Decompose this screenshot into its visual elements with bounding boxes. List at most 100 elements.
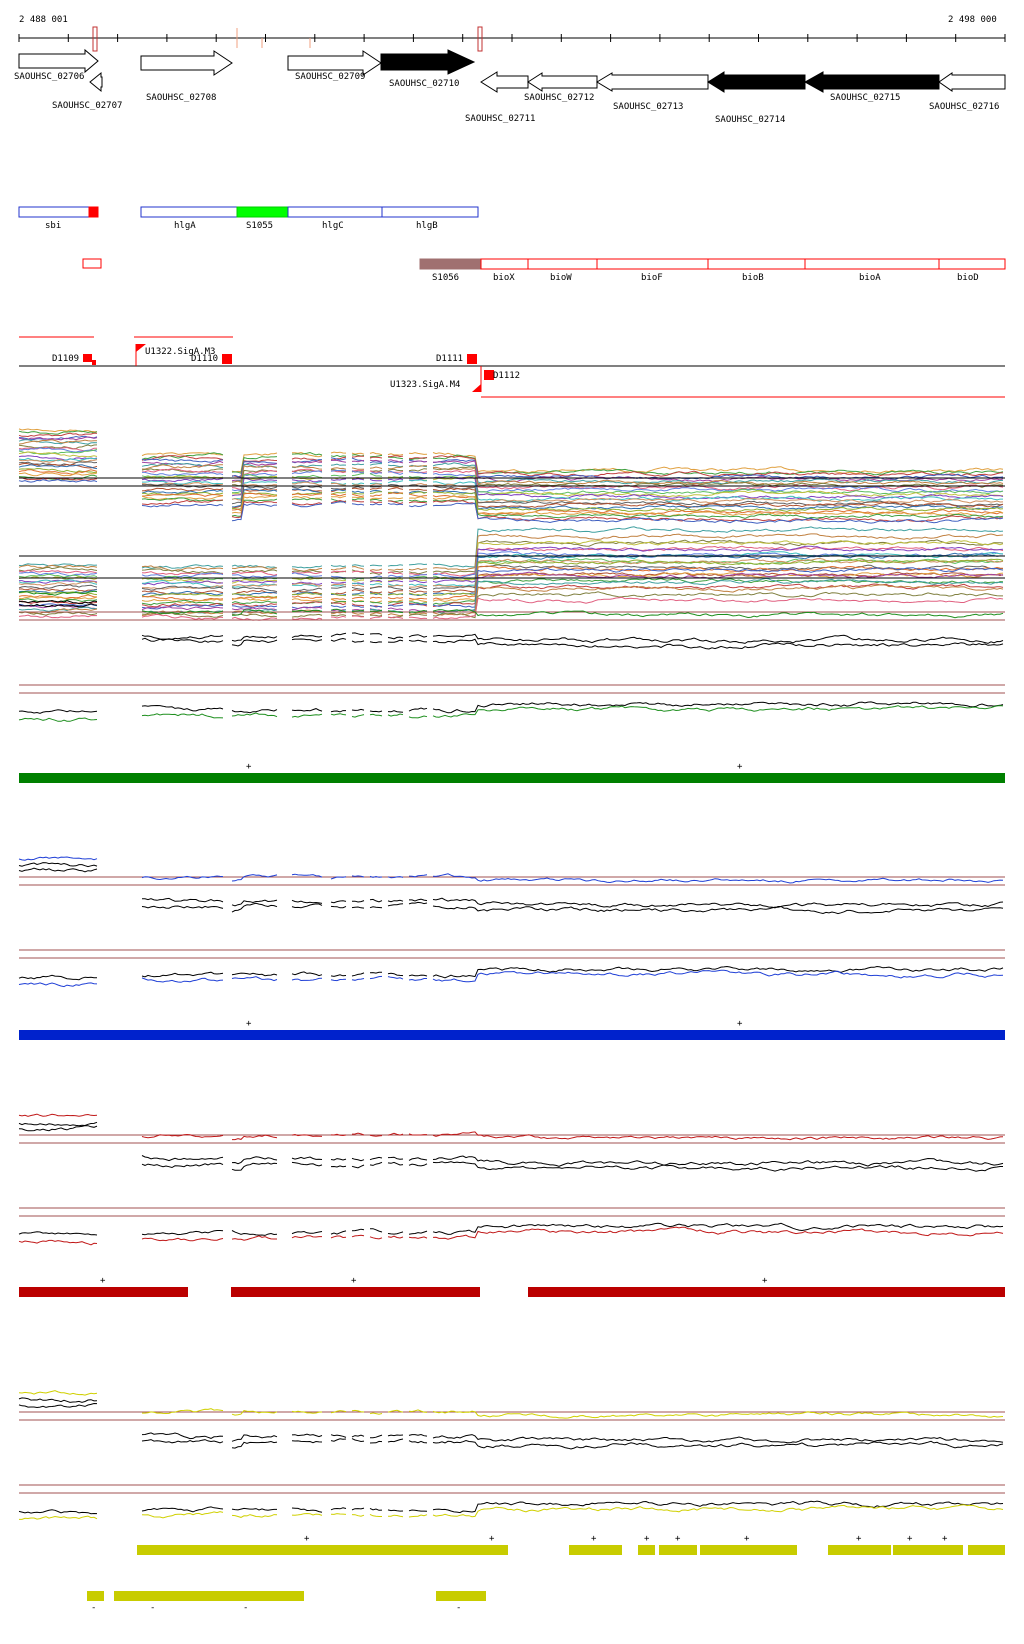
panel-yellow: + + + + + + + + + - - - - <box>18 1390 1005 1613</box>
gene-label: SAOUHSC_02710 <box>389 79 459 89</box>
annotation-box[interactable] <box>938 258 1006 270</box>
strand-segment-bar[interactable] <box>114 1591 304 1601</box>
segment-strand-label: + <box>644 1534 650 1544</box>
segment-strand-label: - <box>456 1603 461 1613</box>
segment-strand-label: + <box>762 1276 768 1286</box>
regulatory-track: D1109 U1322.SigA.M3 D1110 D1111 U1323.Si… <box>19 336 1005 398</box>
ruler-marker <box>477 26 483 52</box>
gene-arrow[interactable] <box>18 48 99 74</box>
regulatory-label: D1111 <box>436 354 463 364</box>
annotation-box[interactable] <box>140 206 238 218</box>
strand-segment-bar[interactable] <box>231 1287 480 1297</box>
panel-blue: + + <box>18 856 1005 1040</box>
gene-label: SAOUHSC_02712 <box>524 93 594 103</box>
annotation-label: S1055 <box>246 221 273 231</box>
gene-label: SAOUHSC_02713 <box>613 102 683 112</box>
segment-strand-label: + <box>489 1534 495 1544</box>
gene-arrow[interactable] <box>803 71 940 93</box>
annotation-label: S1056 <box>432 273 459 283</box>
segment-strand-label: + <box>100 1276 106 1286</box>
strand-segment-bar[interactable] <box>700 1545 797 1555</box>
strand-segment-bar[interactable] <box>436 1591 486 1601</box>
strand-segment-bar[interactable] <box>659 1545 697 1555</box>
segment-strand-label: + <box>246 1019 252 1029</box>
ruler-end-label: 2 498 000 <box>948 15 997 25</box>
gene-label: SAOUHSC_02715 <box>830 93 900 103</box>
segment-strand-label: + <box>907 1534 913 1544</box>
annotation-label: sbi <box>45 221 61 231</box>
segment-strand-label: + <box>856 1534 862 1544</box>
segment-strand-label: + <box>737 1019 743 1029</box>
strand-segment-bar[interactable] <box>19 1287 188 1297</box>
gene-track: SAOUHSC_02706 SAOUHSC_02707 SAOUHSC_0270… <box>14 48 1006 125</box>
gene-arrow[interactable] <box>287 50 382 76</box>
gene-arrow[interactable] <box>596 72 709 92</box>
strand-segment-bar[interactable] <box>528 1287 1005 1297</box>
strand-segment-bar[interactable] <box>137 1545 508 1555</box>
ruler-marker <box>92 26 98 52</box>
annotation-label: bioA <box>859 273 881 283</box>
gene-arrow[interactable] <box>140 50 233 76</box>
coordinate-ruler: 2 488 001 2 498 000 <box>18 15 1006 52</box>
gene-arrow[interactable] <box>707 71 806 93</box>
annotation-track-plus: sbi hlgA S1055 hlgC hlgB <box>18 206 479 231</box>
strand-segment-bar[interactable] <box>828 1545 891 1555</box>
annotation-box[interactable] <box>287 206 383 218</box>
annotation-label: hlgB <box>416 221 438 231</box>
segment-strand-label: + <box>744 1534 750 1544</box>
segment-strand-label: + <box>942 1534 948 1544</box>
annotation-box[interactable] <box>480 258 529 270</box>
gene-arrow[interactable] <box>527 72 598 92</box>
gene-label: SAOUHSC_02709 <box>295 72 365 82</box>
regulatory-label: D1109 <box>52 354 79 364</box>
gene-arrow[interactable] <box>380 49 476 75</box>
segment-strand-label: + <box>591 1534 597 1544</box>
ruler-start-label: 2 488 001 <box>19 15 68 25</box>
annotation-box[interactable] <box>18 206 90 218</box>
strand-segment-bar[interactable] <box>19 1030 1005 1040</box>
annotation-label: bioX <box>493 273 515 283</box>
annotation-box[interactable] <box>419 258 482 270</box>
segment-strand-label: - <box>150 1603 155 1613</box>
panel-green: + + <box>18 590 1005 783</box>
segment-strand-label: - <box>91 1603 96 1613</box>
regulatory-label: U1322.SigA.M3 <box>145 347 215 357</box>
gene-label: SAOUHSC_02714 <box>715 115 785 125</box>
annotation-label: hlgC <box>322 221 344 231</box>
annotation-box[interactable] <box>527 258 598 270</box>
annotation-box[interactable] <box>707 258 806 270</box>
segment-strand-label: + <box>246 762 252 772</box>
gene-arrow[interactable] <box>480 71 529 93</box>
annotation-label: bioW <box>550 273 572 283</box>
strand-segment-bar[interactable] <box>638 1545 655 1555</box>
strand-segment-bar[interactable] <box>893 1545 963 1555</box>
segment-strand-label: - <box>243 1603 248 1613</box>
gene-arrow[interactable] <box>89 71 103 93</box>
annotation-label: hlgA <box>174 221 196 231</box>
annotation-label: bioF <box>641 273 663 283</box>
strand-segment-bar[interactable] <box>19 773 1005 783</box>
annotation-box[interactable] <box>804 258 940 270</box>
gene-arrow[interactable] <box>938 72 1006 92</box>
gene-label: SAOUHSC_02716 <box>929 102 999 112</box>
annotation-box[interactable] <box>596 258 709 270</box>
annotation-track-minus: S1056 bioX bioW bioF bioB bioA bioD <box>82 258 1006 283</box>
strand-segment-bar[interactable] <box>87 1591 104 1601</box>
regulatory-label: D1110 <box>191 354 218 364</box>
gene-label: SAOUHSC_02706 <box>14 72 84 82</box>
panel-red: + + + <box>18 1113 1005 1297</box>
segment-strand-label: + <box>351 1276 357 1286</box>
annotation-label: bioD <box>957 273 979 283</box>
strand-segment-bar[interactable] <box>569 1545 622 1555</box>
annotation-box[interactable] <box>381 206 479 218</box>
segment-strand-label: + <box>675 1534 681 1544</box>
annotation-box[interactable] <box>236 206 289 218</box>
segment-strand-label: + <box>737 762 743 772</box>
multi-condition-traces <box>18 428 1005 621</box>
annotation-label: bioB <box>742 273 764 283</box>
gene-label: SAOUHSC_02707 <box>52 101 122 111</box>
strand-segment-bar[interactable] <box>968 1545 1005 1555</box>
gene-label: SAOUHSC_02711 <box>465 114 535 124</box>
